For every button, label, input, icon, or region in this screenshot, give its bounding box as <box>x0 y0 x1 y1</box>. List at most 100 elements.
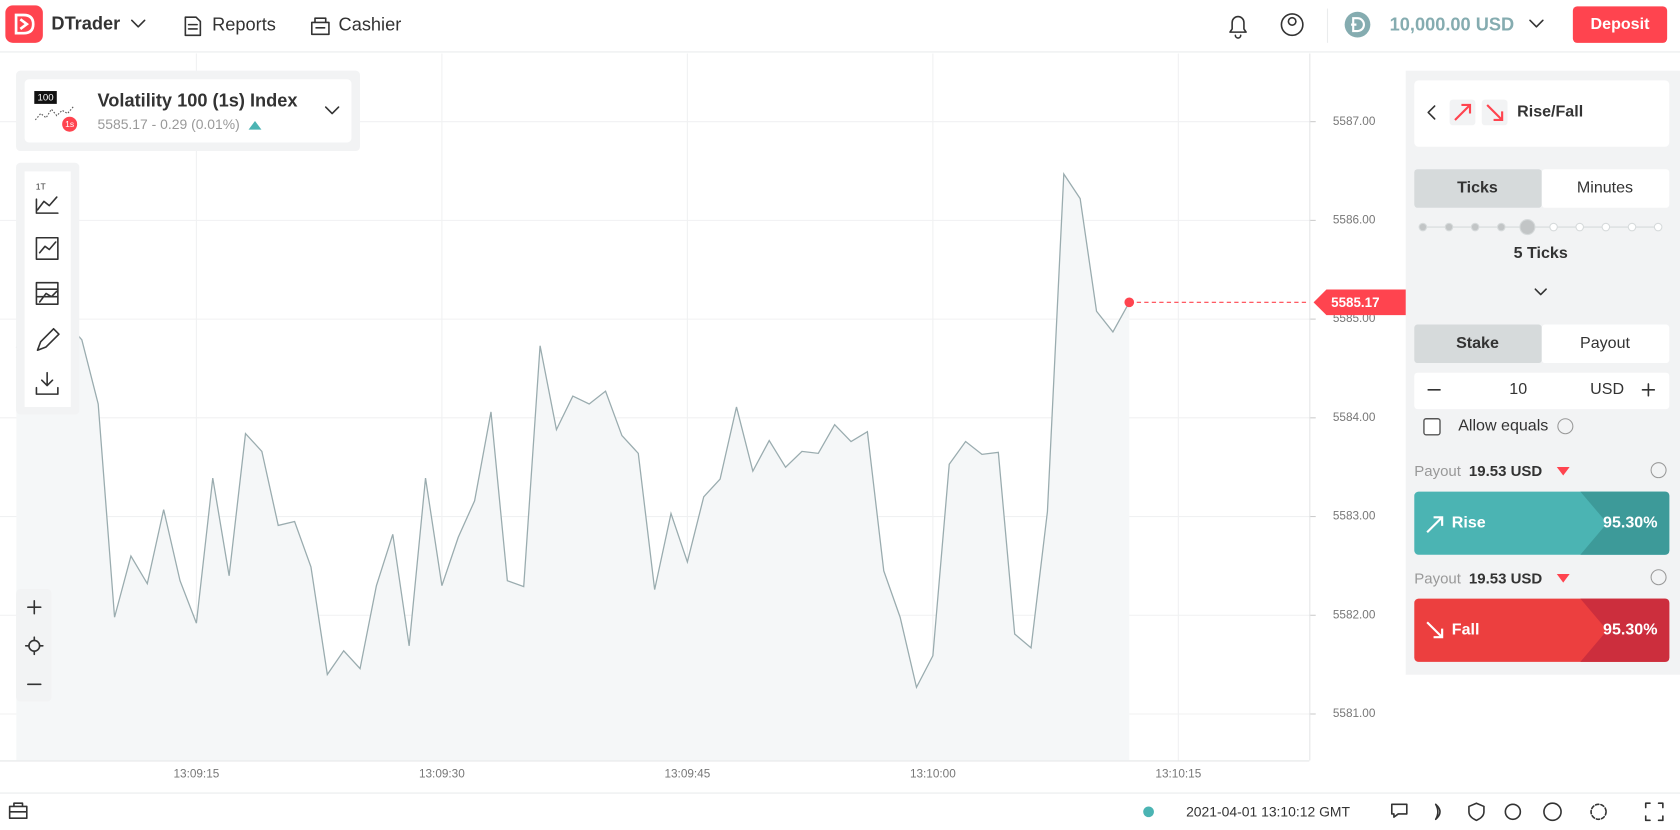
payout-trend <box>1556 574 1570 583</box>
purchase-button-accent <box>1580 491 1670 555</box>
app-name[interactable]: DTrader <box>51 13 120 33</box>
symbol-icon-wave <box>34 105 75 121</box>
current-price-tag <box>1313 289 1410 316</box>
stake: 10 <box>1509 380 1527 398</box>
currency: USD <box>1590 380 1624 398</box>
tab-label: Payout <box>1580 334 1631 352</box>
server-time: 2021-04-01 13:10:12 GMT <box>1186 804 1350 820</box>
symbol-icon-label: 1s <box>65 119 74 129</box>
positions[interactable] <box>8 802 28 820</box>
fullscreen[interactable] <box>1644 802 1664 822</box>
info[interactable] <box>1650 569 1667 586</box>
current-price-label: 5585.17 <box>1331 295 1379 310</box>
tab-active[interactable] <box>1414 324 1542 364</box>
allow-equals: Allow equals <box>1458 416 1548 434</box>
reports-icon <box>184 16 202 37</box>
download[interactable] <box>35 371 59 395</box>
tab-active[interactable] <box>1414 169 1542 208</box>
info[interactable] <box>1557 418 1574 435</box>
nav-reports[interactable]: Reports <box>212 15 276 35</box>
slider-step[interactable] <box>1444 222 1454 232</box>
expand[interactable] <box>1534 288 1547 296</box>
balance[interactable]: 10,000.00 USD <box>1390 15 1515 35</box>
symbol-quote: 5585.17 - 0.29 (0.01%) <box>98 116 240 132</box>
slider-step[interactable] <box>1549 222 1558 232</box>
purchase-name: Rise <box>1452 513 1486 531</box>
purchase-percent: 95.30% <box>1603 621 1657 639</box>
symbol-icon-label: 100 <box>38 93 54 104</box>
trade-type-selector[interactable] <box>1414 80 1670 147</box>
symbol-name: Volatility 100 (1s) Index <box>98 91 298 111</box>
chevron[interactable] <box>1529 19 1544 28</box>
currency-icon <box>1344 11 1371 38</box>
symbol-icon-badge <box>34 91 57 104</box>
y-tick-label: 5585.00 <box>1333 312 1376 325</box>
slider-step[interactable] <box>1519 219 1536 236</box>
line-area <box>16 173 1130 761</box>
payout-trend <box>1556 466 1570 476</box>
chart-type[interactable] <box>35 196 59 214</box>
help[interactable] <box>1543 802 1562 822</box>
purchase-percent: 95.30% <box>1603 513 1657 531</box>
reset-zoom-cross <box>24 636 44 656</box>
slider-step[interactable] <box>1418 222 1428 232</box>
tab-label: Ticks <box>1457 179 1498 197</box>
purchase-icon <box>1426 516 1444 534</box>
symbol-selector[interactable] <box>24 79 352 143</box>
symbol-icon-dot <box>62 116 78 132</box>
tab[interactable] <box>1541 169 1670 208</box>
quote-up <box>248 121 262 130</box>
payout: 19.53 USD <box>1469 463 1542 480</box>
responsible[interactable] <box>1504 803 1522 821</box>
y-tick-label: 5582.00 <box>1333 608 1376 621</box>
back[interactable] <box>1427 105 1436 120</box>
duration-slider[interactable] <box>1418 219 1680 236</box>
rise-icon <box>1454 103 1472 121</box>
purchase-button-accent <box>1580 598 1670 662</box>
slider-step[interactable] <box>1575 222 1585 232</box>
deposit-button[interactable] <box>1572 6 1668 43</box>
info[interactable] <box>1650 462 1667 479</box>
line <box>15 172 1130 690</box>
logo[interactable] <box>5 5 43 43</box>
payout-label: Payout <box>1414 463 1461 480</box>
theme[interactable] <box>1434 803 1441 821</box>
x-tick-label: 13:09:45 <box>664 767 710 780</box>
currency-mark <box>1351 17 1365 33</box>
checkbox[interactable] <box>1423 418 1441 436</box>
notifications[interactable] <box>1229 15 1247 39</box>
x-tick-label: 13:10:15 <box>1155 767 1201 780</box>
x-tick-label: 13:09:30 <box>419 767 465 780</box>
stake-input[interactable] <box>1414 372 1670 410</box>
chevron[interactable] <box>324 106 340 115</box>
slider-step[interactable] <box>1496 222 1506 232</box>
account-head <box>1287 16 1297 26</box>
payout-label: Payout <box>1414 570 1461 587</box>
payout: 19.53 USD <box>1469 570 1542 587</box>
account[interactable] <box>1280 13 1304 37</box>
y-tick-label: 5584.00 <box>1333 411 1376 424</box>
security[interactable] <box>1468 802 1485 822</box>
nav-cashier[interactable]: Cashier <box>339 15 402 35</box>
settings[interactable] <box>1590 803 1607 821</box>
chat[interactable] <box>1390 803 1408 818</box>
slider-step[interactable] <box>1627 222 1637 232</box>
indicators[interactable] <box>35 236 59 260</box>
zoom-in[interactable] <box>27 600 42 615</box>
templates[interactable] <box>35 281 59 305</box>
y-tick-label: 5586.00 <box>1333 213 1376 226</box>
chart: 5581.00 5582.00 5583.00 5584.00 5585.00 5586.… <box>0 53 1410 780</box>
status <box>1143 806 1154 818</box>
increment[interactable] <box>1641 383 1656 397</box>
tab[interactable] <box>1541 324 1670 364</box>
chart-type-label: 1T <box>36 182 47 192</box>
chevron[interactable] <box>130 19 146 28</box>
y-tick-label: 5583.00 <box>1333 510 1376 523</box>
slider-step[interactable] <box>1653 222 1663 232</box>
slider-step[interactable] <box>1601 222 1611 232</box>
duration: 5 Ticks <box>1514 244 1568 262</box>
slider-step[interactable] <box>1470 222 1480 232</box>
logo-mark <box>14 13 35 35</box>
drawing-tools[interactable] <box>36 327 60 352</box>
